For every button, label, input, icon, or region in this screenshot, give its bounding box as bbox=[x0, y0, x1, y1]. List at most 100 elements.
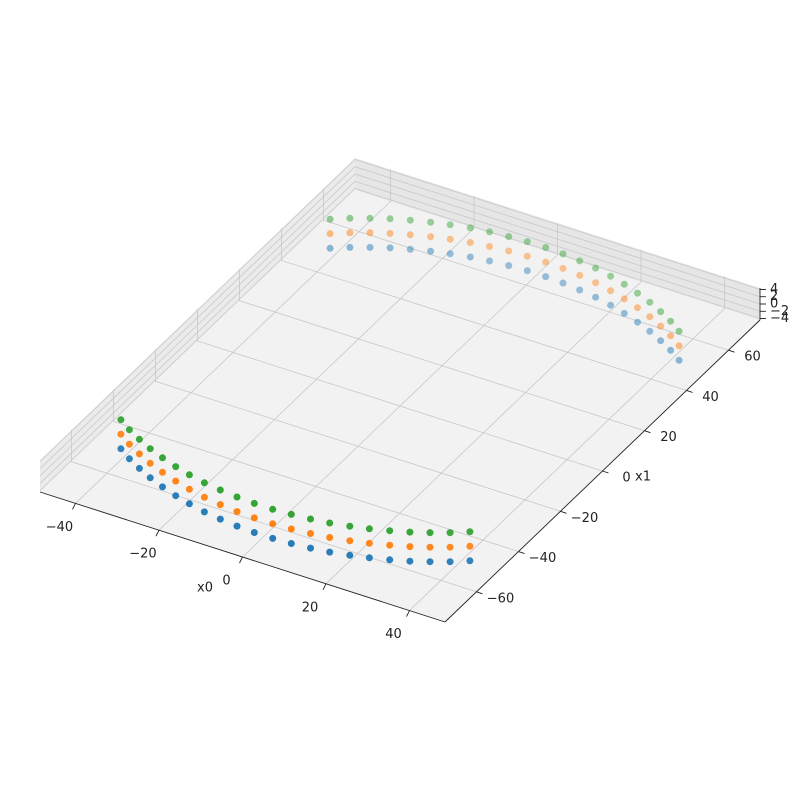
point bbox=[646, 327, 654, 335]
point bbox=[146, 459, 154, 467]
y-tick-label: −20 bbox=[571, 511, 598, 526]
point bbox=[406, 216, 414, 224]
point bbox=[346, 214, 354, 222]
point bbox=[592, 279, 600, 287]
point bbox=[427, 247, 435, 255]
point bbox=[592, 264, 600, 272]
point bbox=[365, 554, 373, 562]
y-tick-label: −60 bbox=[487, 591, 514, 606]
point bbox=[542, 258, 550, 266]
point bbox=[346, 537, 354, 545]
point bbox=[667, 332, 675, 340]
point bbox=[125, 440, 133, 448]
x-tick-label: −20 bbox=[129, 547, 156, 562]
point bbox=[287, 525, 295, 533]
point bbox=[406, 231, 414, 239]
point bbox=[466, 224, 474, 232]
y-tick-label: −40 bbox=[529, 551, 556, 566]
point bbox=[117, 430, 125, 438]
point bbox=[386, 229, 394, 237]
point bbox=[135, 464, 143, 472]
grid bbox=[39, 159, 761, 611]
grid-line bbox=[197, 309, 603, 472]
point bbox=[233, 493, 241, 501]
point bbox=[675, 342, 683, 350]
point bbox=[646, 298, 654, 306]
x-tick-label: 0 bbox=[222, 574, 230, 589]
x-tick-label: 40 bbox=[385, 627, 402, 642]
x-tick bbox=[155, 529, 160, 537]
point bbox=[159, 468, 166, 476]
x-tick bbox=[239, 556, 243, 564]
point bbox=[159, 454, 166, 462]
point bbox=[386, 244, 394, 252]
y-tick bbox=[476, 591, 483, 595]
point bbox=[250, 529, 258, 536]
grid-line bbox=[155, 349, 561, 512]
z-tick-label: 0 bbox=[770, 297, 778, 312]
point bbox=[185, 500, 193, 508]
y-tick bbox=[560, 510, 567, 514]
point bbox=[307, 515, 314, 523]
x-tick-label: 20 bbox=[302, 600, 319, 615]
point bbox=[365, 539, 373, 547]
point bbox=[200, 493, 208, 501]
point bbox=[307, 530, 314, 537]
point bbox=[607, 301, 615, 309]
point bbox=[135, 450, 143, 458]
point bbox=[366, 229, 374, 237]
point bbox=[675, 356, 683, 364]
point bbox=[646, 313, 654, 321]
point bbox=[675, 327, 683, 335]
point bbox=[346, 243, 354, 251]
point bbox=[269, 534, 277, 542]
x-axis-line bbox=[39, 491, 446, 623]
point bbox=[125, 455, 133, 463]
y-axis-label: x1 bbox=[635, 470, 651, 485]
point bbox=[426, 543, 434, 551]
point bbox=[233, 508, 241, 516]
grid-line bbox=[39, 188, 761, 491]
point bbox=[326, 244, 334, 252]
point bbox=[427, 218, 435, 226]
grid-line bbox=[75, 169, 391, 504]
point bbox=[620, 280, 628, 288]
point bbox=[406, 245, 414, 253]
point bbox=[446, 221, 454, 229]
point bbox=[592, 293, 600, 301]
x-tick-label: −40 bbox=[46, 520, 73, 535]
y-axis-line bbox=[444, 319, 761, 623]
y-tick-label: 40 bbox=[702, 390, 719, 405]
point bbox=[667, 346, 675, 354]
point bbox=[250, 514, 258, 522]
point bbox=[366, 243, 374, 251]
point bbox=[446, 543, 454, 551]
point bbox=[486, 257, 493, 265]
point bbox=[346, 551, 354, 559]
point bbox=[446, 558, 454, 566]
point bbox=[607, 287, 615, 295]
point bbox=[559, 264, 567, 272]
point bbox=[185, 471, 193, 479]
point bbox=[117, 445, 125, 453]
point bbox=[634, 304, 641, 312]
grid-line bbox=[281, 228, 687, 391]
point bbox=[365, 525, 373, 533]
point bbox=[406, 528, 414, 536]
grid-line bbox=[71, 429, 477, 593]
y-tick bbox=[686, 390, 693, 393]
point bbox=[523, 252, 531, 260]
point bbox=[576, 257, 584, 265]
point bbox=[125, 426, 133, 434]
point bbox=[427, 233, 435, 241]
point bbox=[466, 528, 474, 536]
point bbox=[667, 317, 675, 325]
point bbox=[486, 243, 493, 250]
point bbox=[607, 272, 615, 280]
point bbox=[620, 295, 628, 303]
point bbox=[216, 501, 224, 509]
grid-line bbox=[39, 166, 761, 469]
point bbox=[542, 244, 550, 251]
point bbox=[386, 541, 394, 549]
